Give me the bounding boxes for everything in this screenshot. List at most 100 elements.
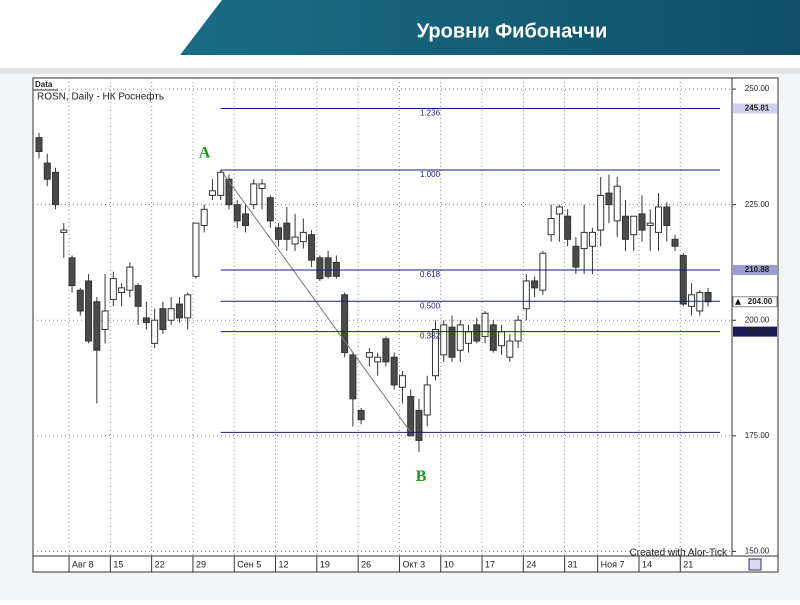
- candle-body: [192, 222, 200, 277]
- x-tick-label: 22: [155, 559, 165, 569]
- candle-body: [522, 280, 530, 310]
- candle-body: [316, 257, 324, 280]
- y-tick-label: 200.00: [745, 315, 770, 324]
- candle-body: [456, 324, 464, 351]
- candle-body: [646, 222, 654, 226]
- candle-body: [118, 287, 126, 293]
- candle-body: [390, 356, 398, 386]
- price-tag-label: 245.81: [745, 104, 770, 113]
- candle-body: [258, 183, 266, 189]
- x-tick-label: 14: [642, 559, 652, 569]
- candle-body: [498, 331, 506, 347]
- candle-body: [473, 324, 481, 342]
- candle-body: [630, 215, 638, 236]
- candle-body: [43, 162, 51, 180]
- last-price-label: 204.00: [748, 297, 773, 306]
- candle-body: [572, 245, 580, 268]
- candle-body: [506, 340, 514, 358]
- candle-body: [349, 354, 357, 400]
- candle-body: [291, 236, 299, 245]
- candle-body: [250, 183, 258, 206]
- candle-body: [275, 227, 283, 240]
- candle-body: [655, 206, 662, 233]
- candle-body: [374, 356, 382, 363]
- x-tick-label: 24: [526, 559, 536, 569]
- x-tick-label: 15: [113, 559, 123, 569]
- header-banner: [180, 0, 800, 55]
- price-tag: [733, 103, 777, 114]
- candle-body: [588, 231, 596, 247]
- x-tick-label: Ноя 7: [601, 559, 625, 569]
- candle-body: [266, 197, 274, 222]
- candle-body: [514, 319, 522, 342]
- x-tick-label: 12: [279, 559, 289, 569]
- candle-body: [605, 192, 613, 206]
- candle-body: [365, 352, 373, 358]
- x-tick-label: 26: [361, 559, 371, 569]
- x-tick-label: 29: [196, 559, 206, 569]
- point-label: B: [416, 468, 427, 485]
- candle-body: [283, 222, 291, 240]
- chart-subtitle: ROSN, Daily - НК Роснефть: [37, 91, 164, 103]
- fib-label: 1.236: [420, 109, 441, 118]
- candle-body: [93, 301, 101, 351]
- candle-body: [109, 278, 117, 300]
- candle-body: [208, 190, 216, 196]
- candle-body: [341, 294, 349, 354]
- fib-label: 0.382: [420, 332, 441, 341]
- candle-body: [308, 234, 316, 261]
- candle-body: [142, 317, 150, 324]
- candle-body: [539, 252, 547, 291]
- candle-body: [415, 409, 423, 441]
- candle-body: [242, 213, 249, 226]
- candle-body: [597, 194, 605, 231]
- price-tag-label: 210.88: [745, 265, 770, 274]
- candle-body: [531, 280, 539, 289]
- x-tick-label: 31: [568, 559, 578, 569]
- candle-body: [35, 137, 43, 153]
- candle-body: [431, 328, 439, 377]
- candle-body: [159, 308, 167, 330]
- candle-body: [440, 324, 448, 356]
- x-axis-area: [32, 555, 779, 573]
- candle-body: [217, 171, 225, 196]
- credit: Created with Alor-Tick: [630, 548, 728, 559]
- candle-body: [555, 206, 563, 215]
- scroll-icon[interactable]: [748, 558, 762, 571]
- x-tick-label: Сен 5: [237, 559, 261, 569]
- y-tick-label: 175.00: [745, 431, 770, 440]
- candle-body: [688, 294, 696, 307]
- candle-body: [448, 326, 456, 358]
- fib-label: 1.000: [420, 170, 441, 179]
- last-price-arrow: [735, 298, 741, 305]
- x-tick-label: 17: [485, 559, 495, 569]
- x-tick-label: 10: [444, 559, 454, 569]
- price-tag-label: 197.54: [745, 327, 770, 336]
- candle-body: [52, 171, 60, 206]
- candle-body: [76, 289, 84, 312]
- price-tag: [733, 326, 777, 337]
- candle-body: [613, 185, 621, 222]
- candle-body: [101, 310, 109, 330]
- candle-body: [547, 218, 555, 236]
- candle-body: [671, 238, 679, 247]
- candle-body: [184, 294, 192, 319]
- candle-body: [580, 231, 588, 250]
- candle-body: [382, 338, 390, 363]
- panel-label: Data: [35, 80, 53, 89]
- candle-body: [638, 213, 646, 231]
- candle-body: [481, 312, 489, 337]
- fib-label: 0.500: [420, 301, 441, 310]
- candle-body: [465, 331, 473, 344]
- plot-area: [32, 77, 733, 557]
- y-tick-label: 250.00: [745, 84, 770, 93]
- last-price-tag: [732, 296, 778, 308]
- candle-body: [200, 208, 208, 226]
- candle-body: [225, 178, 233, 206]
- candle-body: [663, 206, 671, 226]
- y-tick-label: 150.00: [745, 546, 770, 555]
- candle-body: [679, 255, 687, 305]
- candle-body: [324, 257, 332, 277]
- point-label: A: [199, 145, 211, 162]
